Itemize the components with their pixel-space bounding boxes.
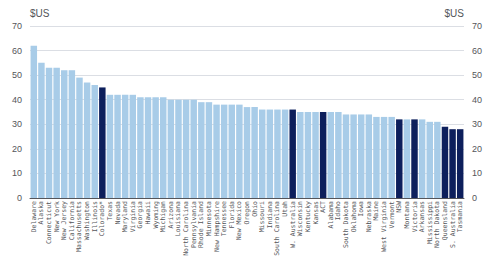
svg-text:Arkansas: Arkansas: [418, 201, 427, 233]
svg-text:Pennsylvania: Pennsylvania: [189, 201, 198, 248]
svg-text:0: 0: [17, 193, 22, 203]
svg-text:Maryland: Maryland: [121, 201, 130, 233]
svg-text:North Dakota: North Dakota: [433, 201, 442, 248]
svg-text:South Dakota: South Dakota: [342, 201, 350, 248]
svg-text:Nebraska: Nebraska: [364, 201, 373, 233]
svg-text:Mississippi: Mississippi: [425, 201, 434, 244]
svg-text:Montana: Montana: [402, 201, 411, 229]
svg-text:Alabama: Alabama: [326, 201, 335, 229]
svg-text:30: 30: [472, 119, 482, 129]
svg-text:50: 50: [12, 70, 22, 80]
svg-text:Wyoming: Wyoming: [151, 201, 160, 229]
svg-text:Idaho: Idaho: [334, 201, 343, 221]
svg-text:South Carolina: South Carolina: [273, 201, 282, 256]
svg-text:Massachusetts: Massachusetts: [75, 201, 84, 252]
svg-text:60: 60: [12, 46, 22, 56]
svg-text:Michigan: Michigan: [159, 201, 168, 233]
svg-text:Illinois: Illinois: [90, 201, 99, 233]
svg-text:California: California: [67, 201, 76, 241]
svg-text:NSW: NSW: [395, 201, 404, 213]
svg-text:W. Australia: W. Australia: [288, 201, 297, 248]
svg-text:30: 30: [12, 119, 22, 129]
svg-text:20: 20: [12, 144, 22, 154]
svg-text:20: 20: [472, 144, 482, 154]
svg-text:Missouri: Missouri: [258, 201, 267, 233]
svg-text:$US: $US: [30, 8, 50, 19]
svg-text:Oklahoma: Oklahoma: [349, 201, 358, 233]
svg-text:New Hampshire: New Hampshire: [212, 201, 221, 252]
svg-text:Oregon: Oregon: [243, 201, 251, 225]
svg-text:New Jersey: New Jersey: [60, 201, 69, 241]
svg-text:Texas: Texas: [105, 201, 114, 221]
svg-text:40: 40: [472, 95, 482, 105]
svg-text:Kansas: Kansas: [311, 201, 320, 225]
svg-text:Arizona: Arizona: [166, 201, 175, 229]
svg-text:Washington: Washington: [83, 201, 92, 241]
svg-text:Connecticut: Connecticut: [45, 201, 53, 244]
svg-text:New York: New York: [52, 201, 61, 233]
svg-text:Nevada: Nevada: [113, 201, 122, 225]
svg-text:$US: $US: [445, 8, 465, 19]
svg-text:Iowa: Iowa: [357, 201, 366, 217]
svg-text:Minnesota: Minnesota: [204, 201, 213, 237]
svg-text:Ohio: Ohio: [250, 201, 259, 217]
svg-text:Vermont: Vermont: [387, 201, 396, 229]
svg-text:Colorado*: Colorado*: [98, 201, 107, 237]
svg-text:Georgia: Georgia: [136, 201, 145, 229]
svg-text:Hawaii: Hawaii: [144, 201, 152, 225]
svg-text:Indiana: Indiana: [265, 201, 274, 229]
svg-text:10: 10: [12, 168, 22, 178]
svg-text:Rhode Island: Rhode Island: [197, 201, 206, 248]
svg-text:North Carolina: North Carolina: [182, 201, 191, 256]
svg-text:Queensland: Queensland: [441, 201, 449, 241]
svg-text:40: 40: [12, 95, 22, 105]
svg-text:Kentucky: Kentucky: [303, 201, 312, 233]
svg-text:60: 60: [472, 46, 482, 56]
svg-text:ACT: ACT: [319, 201, 328, 213]
svg-text:Victoria: Victoria: [410, 201, 419, 233]
svg-text:Florida: Florida: [227, 201, 236, 229]
svg-text:S. Australia: S. Australia: [448, 201, 457, 248]
svg-text:0: 0: [472, 193, 477, 203]
svg-text:Alaska: Alaska: [37, 201, 46, 225]
svg-text:50: 50: [472, 70, 482, 80]
svg-text:West Virginia: West Virginia: [380, 201, 389, 252]
svg-text:70: 70: [472, 21, 482, 31]
svg-text:Louisiana: Louisiana: [174, 201, 183, 237]
svg-text:10: 10: [472, 168, 482, 178]
svg-text:Maine: Maine: [372, 201, 381, 221]
svg-text:Wisconsin: Wisconsin: [296, 201, 305, 237]
svg-text:Virginia: Virginia: [128, 201, 137, 233]
svg-text:Utah: Utah: [281, 201, 290, 217]
svg-text:New Mexico: New Mexico: [235, 201, 244, 241]
svg-text:Tennessee: Tennessee: [220, 201, 229, 237]
svg-text:Delaware: Delaware: [29, 201, 38, 233]
svg-text:Tasmania: Tasmania: [456, 201, 464, 232]
svg-text:70: 70: [12, 21, 22, 31]
